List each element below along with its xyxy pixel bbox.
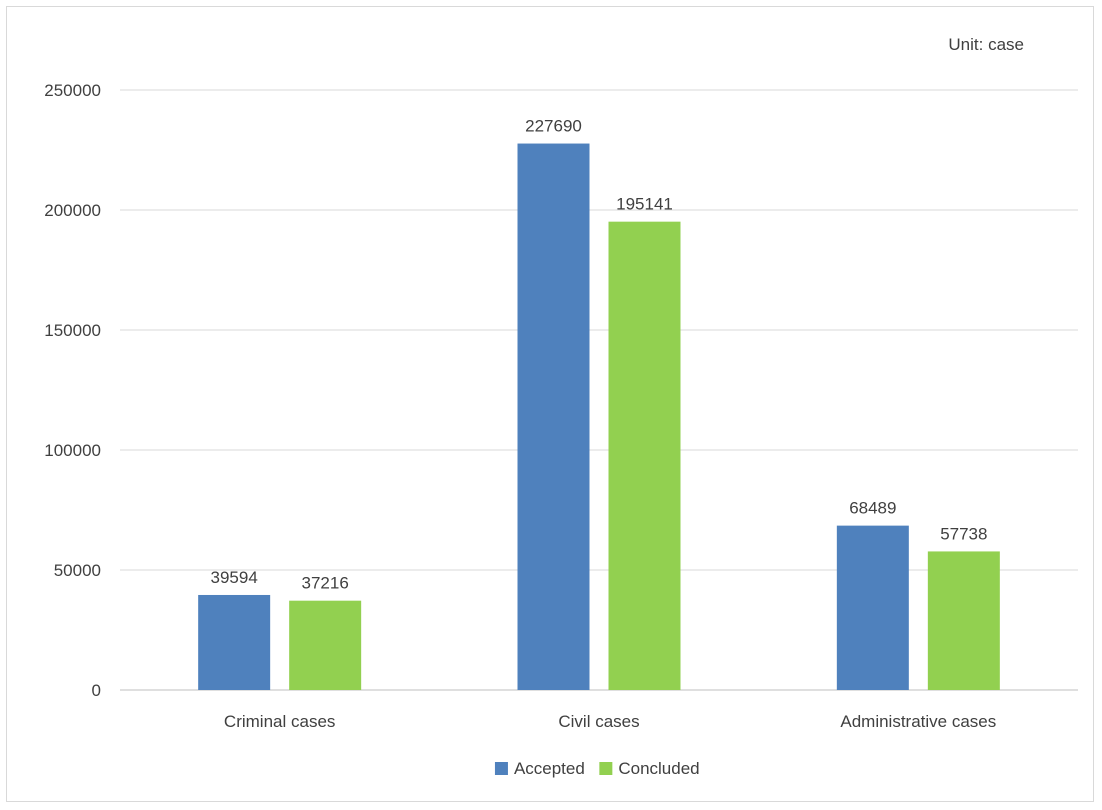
bar-accepted-1	[517, 143, 590, 690]
data-label-concluded-2: 57738	[940, 524, 987, 543]
x-tick-label-0: Criminal cases	[224, 712, 335, 731]
unit-note: Unit: case	[948, 35, 1024, 54]
legend-swatch-concluded	[599, 762, 613, 775]
bar-accepted-2	[836, 525, 909, 690]
y-tick-label-0: 0	[92, 681, 101, 700]
data-label-accepted-1: 227690	[525, 117, 582, 136]
data-label-accepted-0: 39594	[211, 568, 258, 587]
data-label-concluded-0: 37216	[302, 574, 349, 593]
bar-concluded-1	[608, 221, 681, 690]
legend-label-concluded: Concluded	[618, 759, 699, 778]
bars	[198, 143, 1000, 690]
y-tick-label-4: 200000	[44, 201, 101, 220]
x-axis-tick-labels: Criminal cases Civil cases Administrative …	[224, 712, 996, 731]
x-tick-label-1: Civil cases	[558, 712, 639, 731]
data-label-concluded-1: 195141	[616, 195, 673, 214]
data-labels: 39594 37216 227690 195141 68489 57738	[211, 117, 988, 593]
gridlines	[120, 89, 1078, 691]
data-label-accepted-2: 68489	[849, 499, 896, 518]
y-tick-label-3: 150000	[44, 321, 101, 340]
y-tick-label-2: 100000	[44, 441, 101, 460]
y-tick-label-1: 50000	[54, 561, 101, 580]
legend-label-accepted: Accepted	[514, 759, 585, 778]
x-tick-label-2: Administrative cases	[840, 712, 996, 731]
legend: Accepted Concluded	[494, 759, 700, 778]
bar-concluded-0	[289, 600, 362, 690]
y-tick-label-5: 250000	[44, 81, 101, 100]
bar-concluded-2	[927, 551, 1000, 690]
y-axis-tick-labels: 0 50000 100000 150000 200000 250000	[44, 81, 101, 700]
bar-accepted-0	[198, 594, 271, 690]
legend-swatch-accepted	[494, 762, 508, 775]
